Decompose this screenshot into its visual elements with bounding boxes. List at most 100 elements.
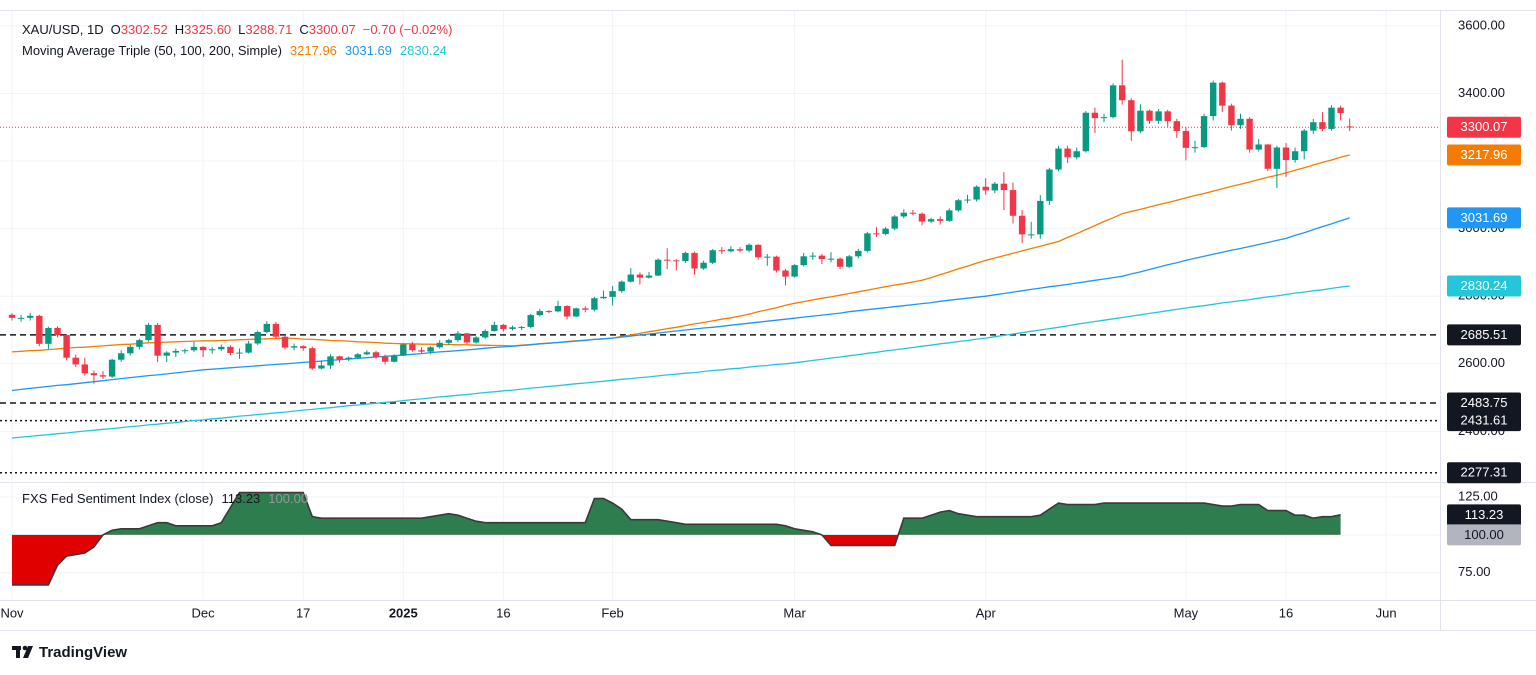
logo-shape [22, 645, 28, 651]
indicator-value: 2830.24 [400, 43, 447, 58]
candle-body [209, 349, 216, 351]
candle-body [17, 317, 25, 319]
candle-body [1155, 111, 1162, 121]
candle-body [54, 327, 61, 336]
candle-body [1000, 183, 1008, 191]
legend-row: FXS Fed Sentiment Index (close) 113.23 100… [22, 491, 308, 506]
moving-average-line [11, 154, 1350, 353]
moving-average-line [11, 285, 1350, 439]
candle-body [263, 323, 270, 333]
candle-body [127, 346, 134, 354]
candle-body [482, 330, 489, 338]
candle-body [500, 324, 507, 329]
candle-body [218, 346, 225, 350]
candle-body [736, 249, 744, 251]
candle-body [427, 347, 434, 352]
candle-body [1337, 107, 1344, 114]
candle-body [1219, 82, 1226, 106]
candle-body [1100, 117, 1108, 119]
logo-shape [23, 646, 33, 658]
candle-body [1037, 200, 1044, 235]
candle-body [873, 233, 880, 235]
candle-body [764, 256, 771, 258]
candle-body [636, 274, 644, 278]
baseline-label: 100.00 [1464, 527, 1504, 542]
candle-body [846, 256, 853, 267]
index-value-label-bg [1447, 504, 1521, 526]
brand-name: TradingView [39, 644, 127, 661]
candle-body [645, 275, 653, 278]
candle-body [445, 340, 452, 343]
candle-body [718, 250, 725, 252]
candle-body [509, 327, 516, 329]
indicator-value: 3217.96 [290, 43, 337, 58]
candle-body [345, 357, 352, 360]
candle-body [709, 250, 716, 263]
candle-body [827, 258, 835, 260]
candle-body [336, 356, 343, 360]
x-tick-label: 2025 [389, 605, 418, 620]
candle-body [600, 296, 607, 299]
candle-body [609, 291, 616, 297]
candle-body [63, 335, 70, 358]
candle-body [409, 344, 416, 351]
candle-body [8, 314, 16, 318]
candle-body [818, 255, 826, 260]
moving-average-label: 2830.24 [1461, 278, 1508, 293]
x-tick-label: 17 [296, 605, 310, 620]
index-value-label: 113.23 [1465, 507, 1504, 522]
candle-body [1109, 85, 1117, 118]
candle-body [1164, 111, 1171, 122]
candle-body [973, 186, 980, 200]
candle-body [172, 350, 179, 353]
candle-body [582, 308, 589, 310]
candle-body [937, 219, 944, 221]
candle-body [327, 356, 334, 366]
level-label: 2431.61 [1461, 413, 1508, 428]
x-tick-label: Apr [976, 605, 997, 620]
logo-shape [16, 646, 20, 658]
candle-body [372, 352, 380, 357]
candle-body [964, 199, 971, 201]
candle-body [654, 259, 662, 276]
candle-body [727, 249, 735, 252]
candle-body [882, 228, 889, 235]
candle-body [909, 212, 917, 214]
candle-body [381, 356, 389, 362]
candle-body [927, 219, 935, 222]
candle-body [545, 311, 553, 313]
moving-average-label-bg [1447, 144, 1521, 166]
candle-body [1319, 122, 1326, 129]
candle-body [891, 216, 898, 229]
candle-body [836, 258, 844, 267]
level-label: 2483.75 [1461, 395, 1508, 410]
candle-body [227, 346, 234, 353]
candle-body [536, 311, 543, 316]
candle-body [145, 324, 152, 341]
candle-body [190, 346, 198, 351]
ohlc-key: C [299, 22, 308, 37]
x-tick-label: Feb [601, 605, 623, 620]
ohlc-key: H [175, 22, 184, 37]
x-tick-label: Nov [0, 605, 24, 620]
candle-body [1028, 234, 1035, 236]
candle-body [554, 305, 562, 312]
level-label-bg [1447, 462, 1521, 484]
candle-body [1255, 144, 1262, 150]
candle-body [1191, 147, 1199, 149]
candle-body [1237, 118, 1244, 126]
candle-body [118, 353, 125, 360]
candle-body [318, 365, 325, 369]
candle-body [1310, 122, 1317, 131]
candle-body [463, 333, 471, 343]
last-price-label: 3300.07 [1461, 119, 1508, 134]
candle-body [363, 352, 371, 355]
candle-body [800, 256, 807, 266]
ohlc-key: O [111, 22, 121, 37]
x-tick-label: May [1174, 605, 1199, 620]
candle-body [918, 213, 926, 222]
legend-layer: XAU/USD, 1D O3302.52 H3325.60 L3288.71 C3300… [22, 22, 452, 506]
candle-body [991, 183, 998, 191]
candle-body [472, 337, 480, 343]
